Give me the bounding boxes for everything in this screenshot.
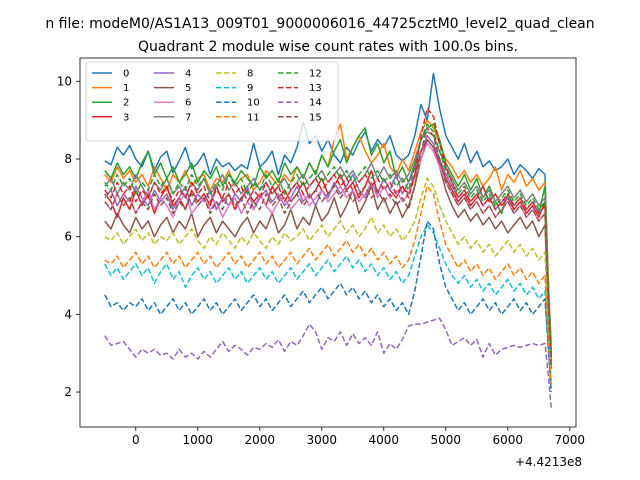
legend-label-0: 0 [123, 69, 129, 80]
series-line-12 [104, 123, 552, 358]
x-tick-label: 2000 [245, 433, 276, 447]
y-tick-label: 6 [64, 230, 72, 244]
x-tick-label: 5000 [431, 433, 462, 447]
series-group [104, 72, 552, 408]
legend-label-4: 4 [185, 69, 191, 80]
x-tick-label: 3000 [307, 433, 338, 447]
legend-label-13: 13 [309, 83, 322, 94]
x-tick-label: 1000 [183, 433, 214, 447]
series-line-5 [104, 138, 552, 369]
y-tick-label: 4 [64, 307, 72, 321]
legend-label-14: 14 [309, 98, 322, 109]
x-tick-label: 4000 [369, 433, 400, 447]
series-line-14 [104, 317, 552, 408]
legend-label-5: 5 [185, 83, 191, 94]
figure-suptitle: n file: modeM0/AS1A13_009T01_9000006016_… [45, 16, 594, 32]
chart-title: Quadrant 2 module wise count rates with … [138, 39, 518, 55]
legend-label-1: 1 [123, 83, 129, 94]
x-tick-label: 6000 [493, 433, 524, 447]
x-tick-label: 0 [132, 433, 140, 447]
series-line-11 [104, 185, 552, 385]
x-axis: 0 1000 2000 3000 4000 5000 6000 7000 [132, 427, 585, 447]
legend-label-15: 15 [309, 112, 322, 123]
legend-label-12: 12 [309, 69, 322, 80]
series-line-8 [104, 177, 552, 381]
plot-frame [79, 57, 577, 428]
x-tick-label: 7000 [555, 433, 586, 447]
series-line-13 [104, 107, 552, 362]
y-axis: 2 4 6 8 10 [57, 74, 80, 399]
y-tick-label: 8 [64, 152, 72, 166]
legend-label-7: 7 [185, 112, 191, 123]
y-tick-label: 10 [57, 74, 72, 88]
series-line-15 [104, 127, 552, 365]
legend-label-6: 6 [185, 98, 191, 109]
legend-label-3: 3 [123, 112, 129, 123]
x-axis-offset-label: +4.4213e8 [515, 455, 582, 469]
y-tick-label: 2 [64, 385, 72, 399]
legend-box [85, 61, 339, 142]
legend-label-2: 2 [123, 98, 129, 109]
legend-label-11: 11 [247, 112, 260, 123]
legend-label-10: 10 [247, 98, 260, 109]
series-line-9 [104, 224, 552, 389]
legend-label-8: 8 [247, 69, 253, 80]
series-line-10 [104, 220, 552, 393]
series-line-0 [104, 72, 552, 346]
legend-label-9: 9 [247, 83, 253, 94]
